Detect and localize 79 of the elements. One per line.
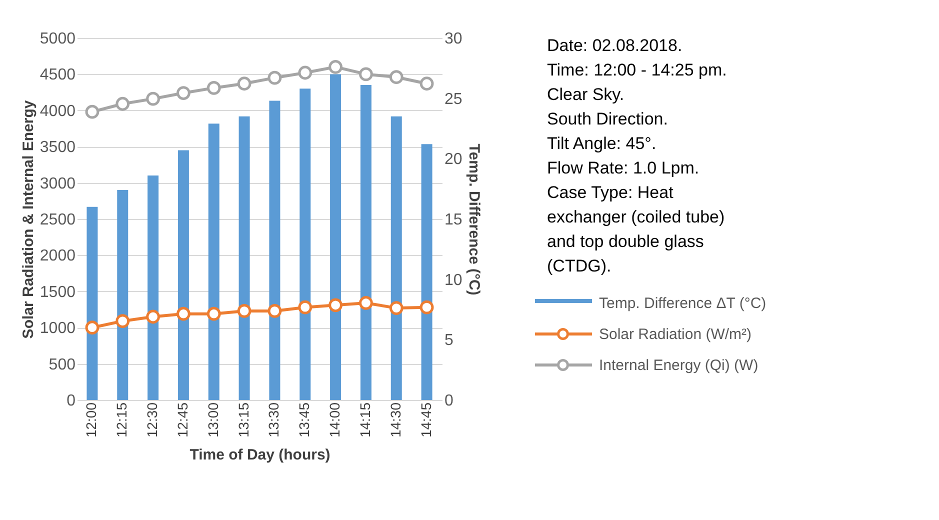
bar bbox=[208, 124, 220, 400]
y2-tick-label: 5 bbox=[444, 332, 454, 350]
y-tick-label: 3000 bbox=[40, 175, 76, 192]
x-tick-label: 12:15 bbox=[114, 402, 130, 438]
bar bbox=[360, 85, 372, 400]
bar bbox=[86, 206, 98, 400]
point bbox=[268, 70, 282, 85]
bar bbox=[269, 100, 280, 400]
text: Flow Rate: 1.0 Lpm. bbox=[547, 158, 700, 178]
x-tick-label: 14:30 bbox=[387, 402, 404, 438]
point bbox=[298, 66, 312, 80]
bar bbox=[300, 88, 311, 400]
point bbox=[389, 70, 404, 84]
point bbox=[389, 301, 404, 315]
point bbox=[420, 76, 434, 91]
y-tick-label: 4000 bbox=[40, 102, 76, 120]
point bbox=[146, 92, 160, 106]
point bbox=[176, 306, 190, 321]
point bbox=[237, 76, 252, 91]
point bbox=[328, 60, 342, 74]
x-tick-label: 14:45 bbox=[418, 402, 434, 438]
x-tick-label: 12:45 bbox=[174, 402, 190, 438]
text: Tilt Angle: 45°. bbox=[547, 134, 656, 153]
y2-tick-label: 20 bbox=[444, 151, 462, 168]
text: Date: 02.08.2018. bbox=[547, 36, 682, 55]
y-axis-title: Solar Radiation & Internal Energy bbox=[20, 100, 37, 339]
y2-tick-label: 30 bbox=[444, 30, 462, 48]
point bbox=[146, 310, 160, 324]
bar bbox=[238, 116, 250, 400]
bar bbox=[390, 116, 402, 400]
y2-tick-label: 25 bbox=[444, 90, 462, 108]
y-tick-label: 1500 bbox=[40, 284, 76, 301]
bar bbox=[117, 190, 128, 400]
x-tick-label: 12:30 bbox=[144, 402, 160, 438]
legend-label: Solar Radiation (W/m²) bbox=[599, 326, 752, 343]
y2-tick-label: 0 bbox=[444, 392, 454, 410]
bar bbox=[148, 176, 159, 400]
y-tick-label: 2000 bbox=[40, 248, 76, 265]
point bbox=[328, 298, 342, 312]
text: Clear Sky. bbox=[547, 85, 624, 104]
point bbox=[85, 320, 100, 335]
point bbox=[206, 81, 221, 95]
x-tick-label: 13:00 bbox=[204, 402, 221, 438]
point bbox=[420, 300, 434, 314]
legend-label: Temp. Difference ΔT (°C) bbox=[599, 295, 766, 312]
bar bbox=[178, 150, 189, 400]
text: South Direction. bbox=[547, 110, 668, 128]
point bbox=[268, 304, 282, 318]
point bbox=[116, 96, 130, 111]
y-tick-label: 1000 bbox=[40, 320, 76, 338]
point bbox=[116, 314, 130, 328]
x-tick-label: 13:30 bbox=[266, 402, 282, 438]
point bbox=[237, 304, 252, 318]
y-tick-label: 5000 bbox=[40, 30, 76, 48]
y-tick-label: 0 bbox=[66, 392, 76, 410]
y-tick-label: 4500 bbox=[40, 66, 76, 84]
x-tick-label: 12:00 bbox=[83, 402, 100, 438]
y2-tick-label: 15 bbox=[444, 212, 462, 228]
y2-tick-label: 10 bbox=[444, 272, 462, 289]
point bbox=[176, 86, 190, 100]
x-tick-label: 14:00 bbox=[326, 402, 343, 438]
y-tick-label: 500 bbox=[48, 356, 76, 374]
x-axis-title: Time of Day (hours) bbox=[190, 446, 330, 464]
y2-axis-title: Temp. Difference (°C) bbox=[465, 144, 482, 296]
point bbox=[359, 67, 373, 82]
point bbox=[206, 306, 221, 321]
point bbox=[359, 296, 373, 310]
point bbox=[298, 300, 312, 314]
bar bbox=[330, 74, 342, 400]
legend-label: Internal Energy (Qi) (W) bbox=[599, 357, 758, 374]
bar bbox=[421, 144, 432, 400]
text: Case Type: Heat exchanger (coiled tube) and top double glass (CTDG). bbox=[547, 183, 725, 276]
text: Time: 12:00 - 14:25 pm. bbox=[547, 60, 727, 80]
x-tick-label: 13:15 bbox=[235, 402, 252, 438]
y-tick-label: 3500 bbox=[40, 139, 76, 156]
y-tick-label: 2500 bbox=[40, 212, 76, 228]
x-tick-label: 14:15 bbox=[356, 402, 373, 438]
x-tick-label: 13:45 bbox=[296, 402, 312, 438]
point bbox=[85, 104, 100, 119]
